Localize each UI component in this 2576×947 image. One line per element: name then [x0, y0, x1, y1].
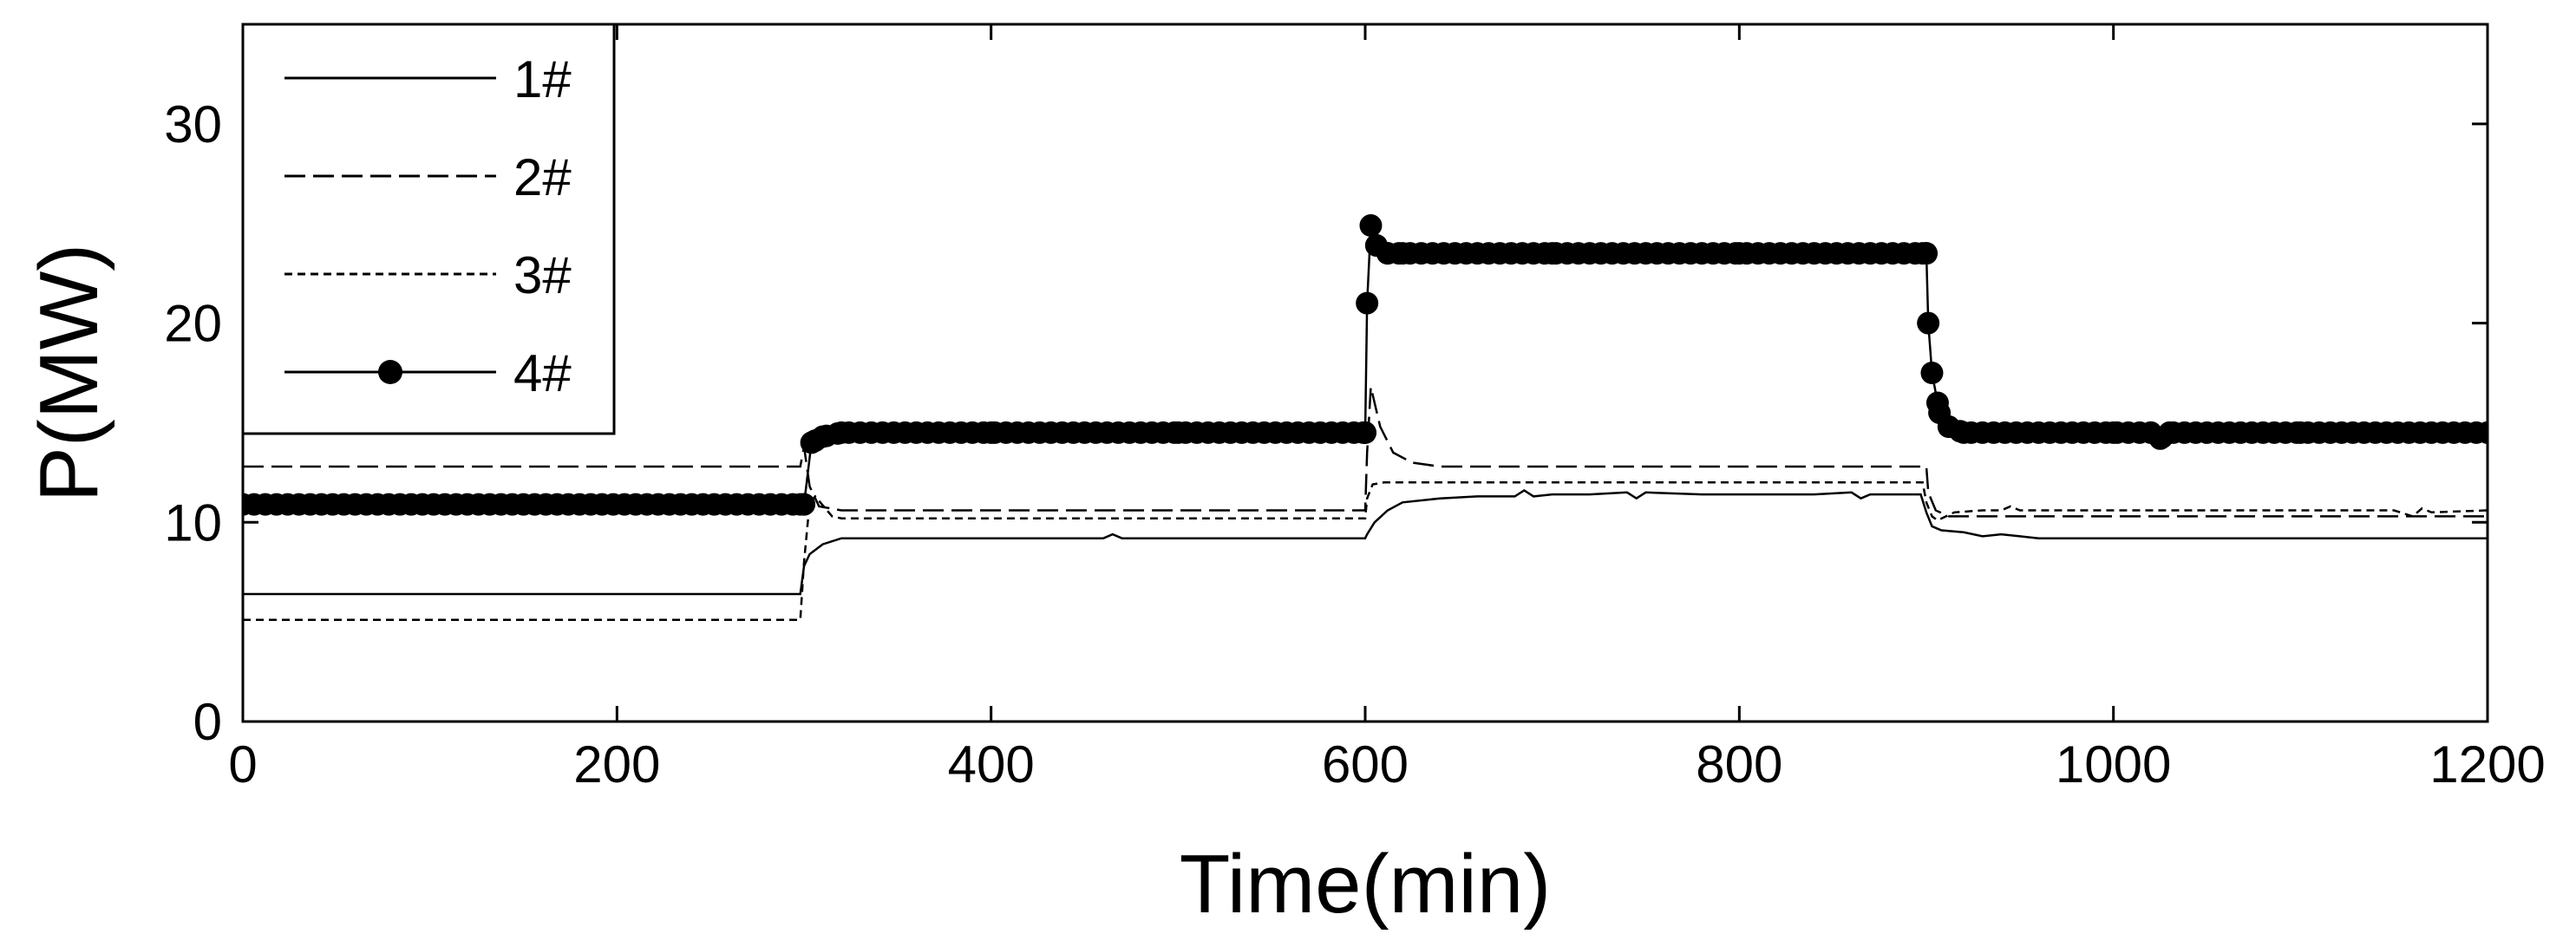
ticks-layer: 0 200 400 600 800 1000 1200 0 10 20 30 — [164, 24, 2546, 794]
series-marker — [1917, 311, 1940, 335]
x-tick-label: 1000 — [2056, 735, 2171, 794]
series-marker — [2158, 421, 2181, 444]
x-axis-label: Time(min) — [1180, 838, 1551, 931]
series-layer — [243, 214, 2488, 622]
y-axis-label: P(MW) — [23, 244, 115, 503]
series-markers-4 — [243, 214, 2488, 516]
series-marker — [1952, 421, 1976, 444]
x-tick-label: 0 — [228, 735, 257, 794]
x-tick-label: 1200 — [2429, 735, 2545, 794]
series-marker — [1354, 421, 1376, 444]
series-marker — [830, 421, 853, 444]
legend-marker — [378, 360, 402, 384]
legend-label-2: 2# — [513, 148, 572, 206]
series-marker — [793, 493, 815, 516]
series-marker — [2102, 421, 2125, 444]
series-marker — [979, 421, 1003, 444]
y-tick-label: 30 — [164, 95, 222, 153]
legend-label-4: 4# — [513, 344, 572, 402]
series-marker — [1540, 242, 1564, 265]
legend: 1# 2# 3# 4# — [241, 23, 616, 435]
y-tick-label: 0 — [193, 693, 222, 751]
series-marker — [1356, 291, 1379, 315]
y-tick-label: 10 — [164, 493, 222, 552]
x-tick-label: 400 — [948, 735, 1035, 794]
x-tick-label: 200 — [573, 735, 660, 794]
series-marker — [2289, 421, 2312, 444]
series-line-3 — [243, 481, 2488, 622]
series-marker — [1915, 242, 1938, 265]
x-tick-label: 800 — [1696, 735, 1782, 794]
series-marker — [1920, 362, 1944, 384]
legend-box — [241, 23, 616, 435]
y-tick-label: 20 — [164, 295, 222, 353]
series-marker — [1391, 242, 1415, 265]
x-tick-label: 600 — [1322, 735, 1409, 794]
series-line-2 — [243, 386, 2488, 518]
series-line-1 — [243, 489, 2488, 596]
series-marker — [1728, 242, 1751, 265]
series-marker — [1167, 421, 1190, 444]
series-marker — [243, 493, 254, 516]
series-marker — [811, 425, 834, 448]
series-marker — [2476, 421, 2488, 444]
legend-label-3: 3# — [513, 246, 572, 304]
series-marker — [1359, 214, 1383, 238]
legend-label-1: 1# — [513, 50, 572, 108]
